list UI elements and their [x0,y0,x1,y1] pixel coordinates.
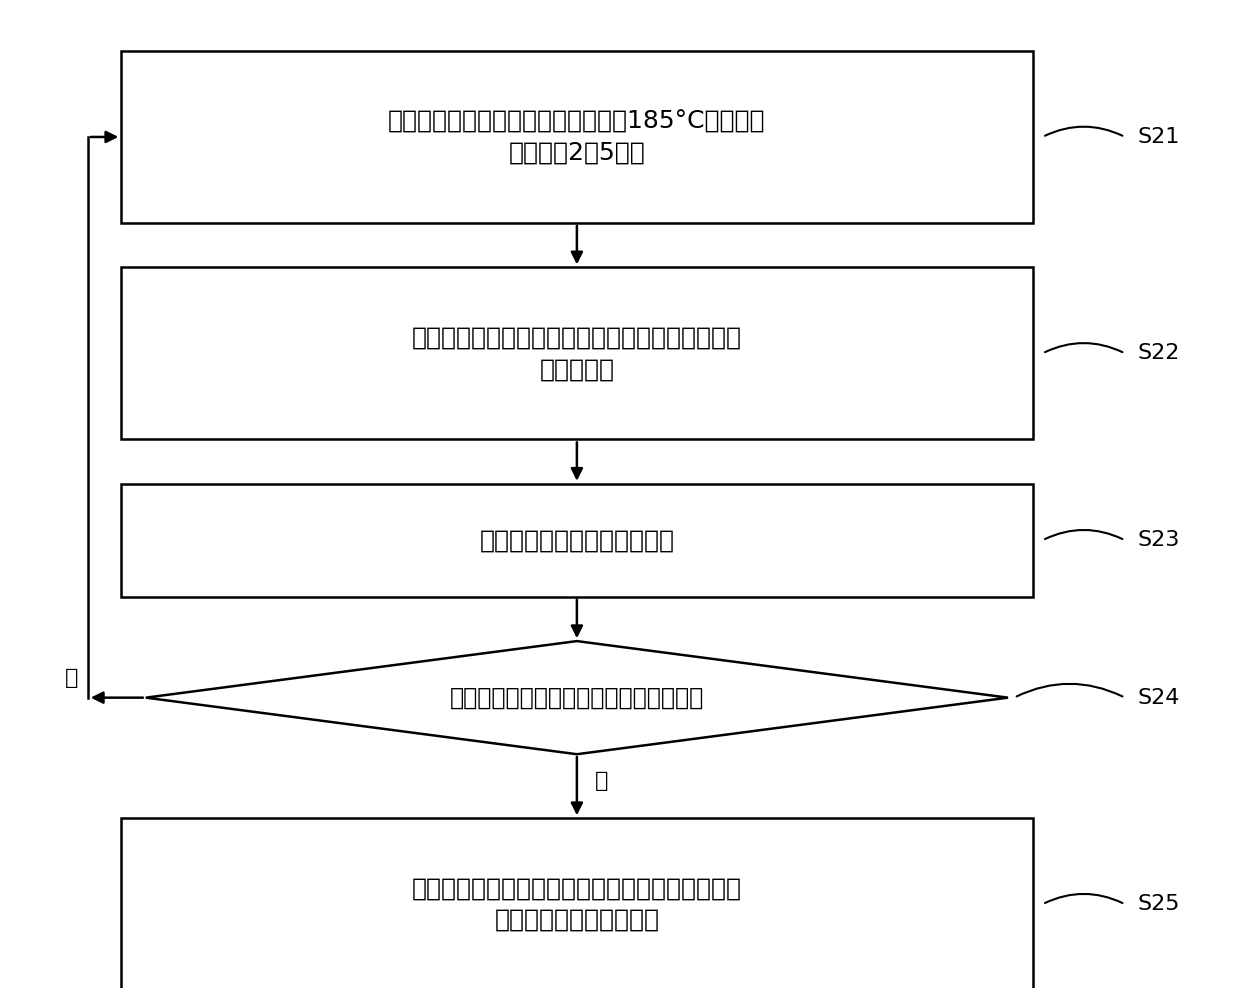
Text: 否: 否 [66,668,78,688]
Polygon shape [146,641,1008,754]
Text: S21: S21 [1137,127,1179,147]
FancyBboxPatch shape [122,818,1033,990]
Text: 取出读出电路在显微镜下观察: 取出读出电路在显微镜下观察 [480,529,675,553]
Text: S25: S25 [1137,894,1179,915]
FancyBboxPatch shape [122,51,1033,223]
Text: S23: S23 [1137,531,1179,551]
Text: 将铟凸点加工有问题的读出电路放入185°C的丙三醇
中，静置2至5分钟: 将铟凸点加工有问题的读出电路放入185°C的丙三醇 中，静置2至5分钟 [388,109,765,165]
Text: 在丙三醇中用镊子夹持浸润丙酮的长丝棉球擦拭读
出电路表面: 在丙三醇中用镊子夹持浸润丙酮的长丝棉球擦拭读 出电路表面 [412,325,742,381]
Text: 判断读出电路上的铟凸点是否被完全去除: 判断读出电路上的铟凸点是否被完全去除 [450,685,704,709]
Text: 重新在读出电路表面进行光刻，然后生长铟金属层
，剥离后完成铟凸点制备: 重新在读出电路表面进行光刻，然后生长铟金属层 ，剥离后完成铟凸点制备 [412,876,742,932]
Text: S24: S24 [1137,687,1179,707]
FancyBboxPatch shape [122,484,1033,597]
FancyBboxPatch shape [122,267,1033,439]
Text: 是: 是 [595,771,608,792]
Text: S22: S22 [1137,343,1179,363]
